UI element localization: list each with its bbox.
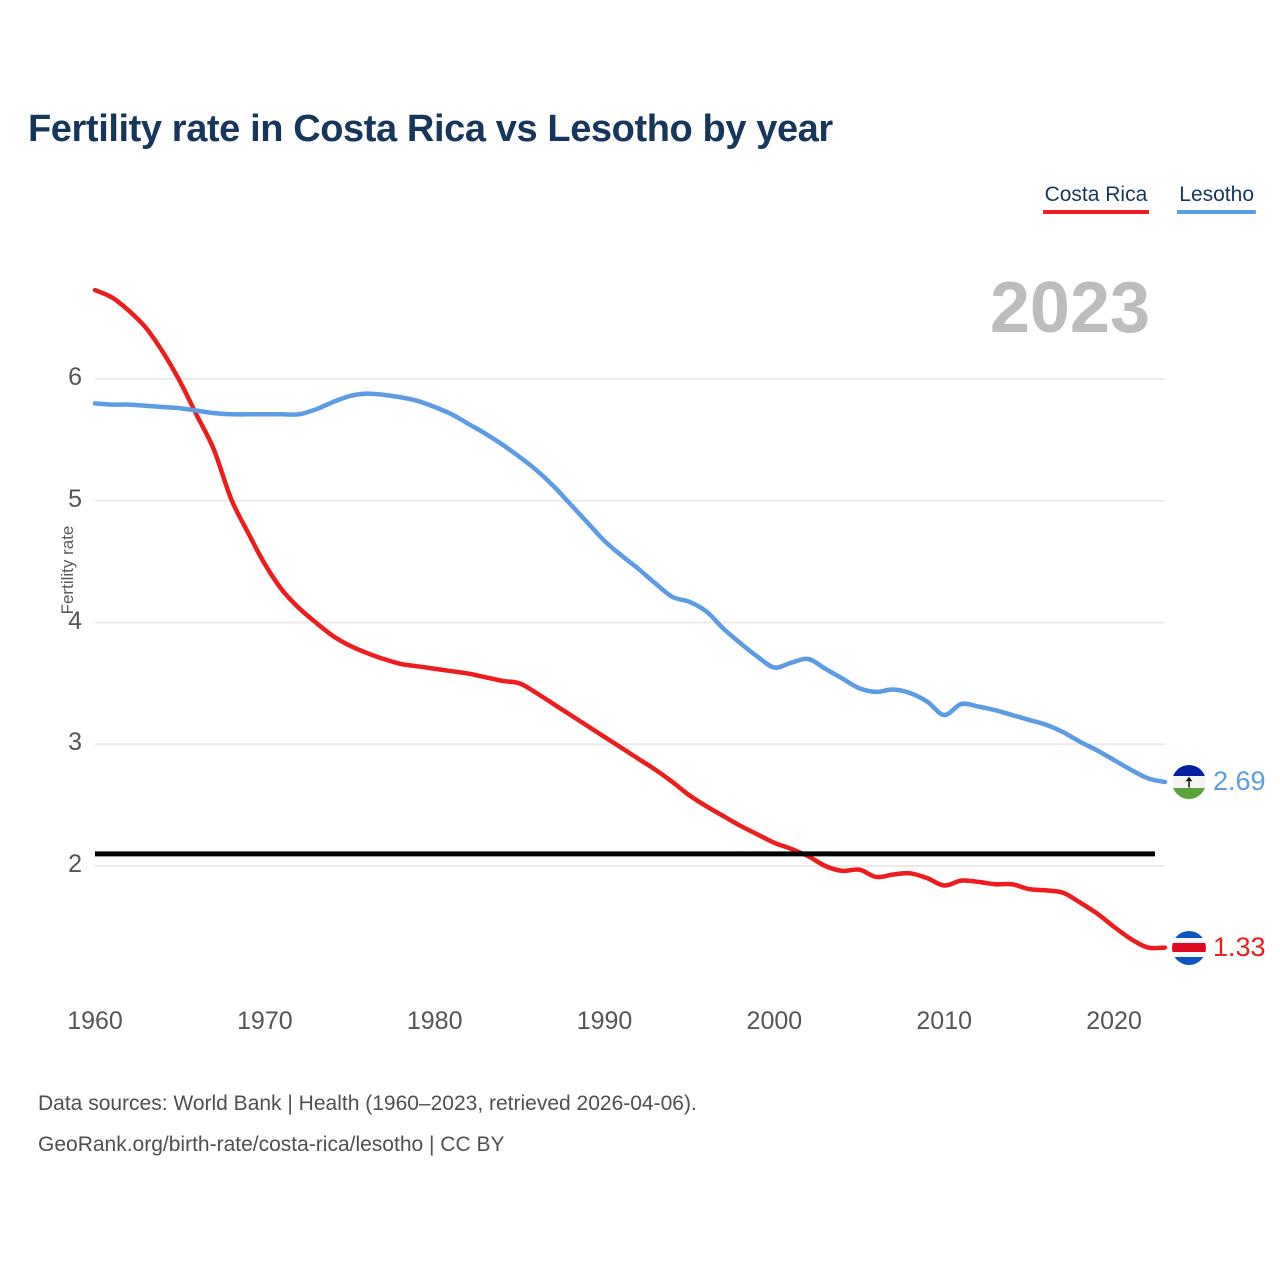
costa-rica-endpoint: 1.33 <box>1172 930 1266 965</box>
footer-data-sources: Data sources: World Bank | Health (1960–… <box>38 1092 697 1115</box>
lesotho-endpoint-value: 2.69 <box>1213 766 1266 797</box>
y-tick-label: 5 <box>68 484 82 513</box>
legend-rule-lesotho <box>1177 210 1256 214</box>
y-tick-label: 2 <box>68 850 82 878</box>
legend-label-costa-rica: Costa Rica <box>1044 183 1148 206</box>
x-tick-label: 2000 <box>746 1007 803 1035</box>
series-line-costa-rica <box>92 287 1168 951</box>
year-watermark: 2023 <box>989 268 1150 348</box>
series-lines <box>92 287 1168 951</box>
gridlines <box>95 378 1165 867</box>
lesotho-flag-icon <box>1172 764 1206 799</box>
y-tick-label: 6 <box>68 363 82 391</box>
x-tick-label: 1990 <box>576 1007 633 1035</box>
x-tick-label: 2020 <box>1086 1007 1142 1035</box>
costa-rica-endpoint-value: 1.33 <box>1213 932 1266 963</box>
series-line-lesotho <box>92 391 1168 785</box>
legend-item-costa-rica[interactable]: Costa Rica <box>1042 183 1150 214</box>
page-title: Fertility rate in Costa Rica vs Lesotho … <box>28 108 833 150</box>
y-tick-label: 3 <box>68 728 82 757</box>
x-tick-label: 1970 <box>237 1007 293 1035</box>
lesotho-endpoint: 2.69 <box>1172 764 1266 799</box>
legend-rule-costa-rica <box>1042 210 1150 214</box>
y-tick-label: 4 <box>68 606 82 635</box>
legend-label-lesotho: Lesotho <box>1179 183 1254 206</box>
x-tick-label: 1960 <box>67 1007 123 1035</box>
x-tick-label: 1980 <box>406 1007 463 1035</box>
chart-legend: Costa Rica Lesotho <box>1042 183 1256 214</box>
footer: Data sources: World Bank | Health (1960–… <box>38 1083 697 1165</box>
footer-attribution: GeoRank.org/birth-rate/costa-rica/lesoth… <box>38 1133 505 1156</box>
costa-rica-flag-icon <box>1172 930 1206 965</box>
x-tick-label: 2010 <box>916 1007 973 1035</box>
legend-item-lesotho[interactable]: Lesotho <box>1177 183 1256 214</box>
